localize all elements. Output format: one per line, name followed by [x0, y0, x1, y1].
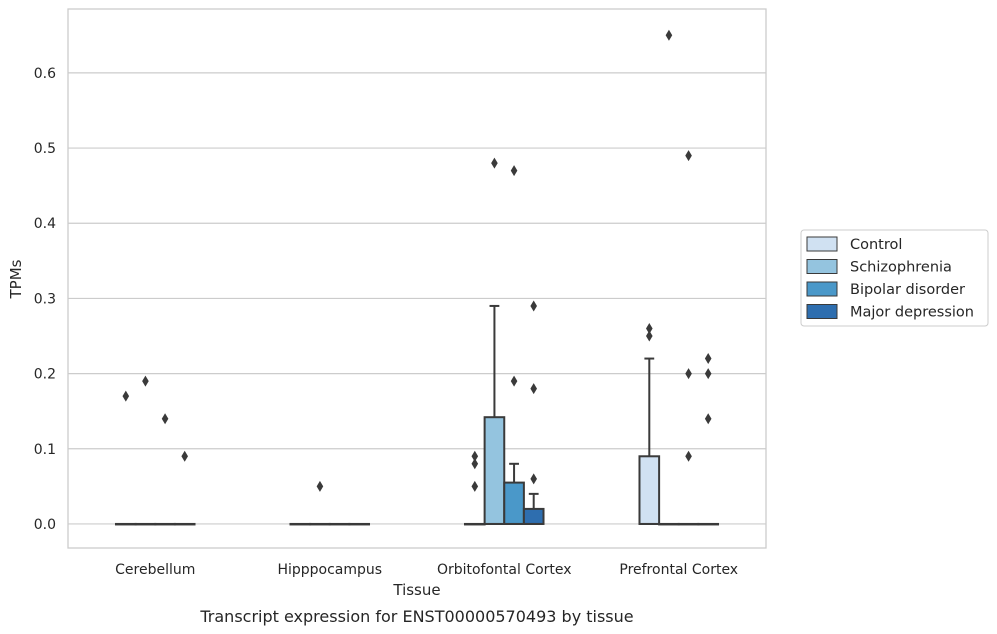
x-tick-label: Orbitofontal Cortex [437, 562, 572, 578]
outlier-point [704, 413, 712, 425]
box-control [289, 522, 312, 526]
x-tick-label: Cerebellum [115, 562, 195, 578]
plot-frame [67, 8, 767, 549]
outlier-point [161, 413, 169, 425]
y-tick-label: 0.4 [34, 216, 56, 232]
y-tick-label: 0.2 [34, 367, 56, 383]
outlier-point [646, 330, 653, 342]
outlier-point [510, 165, 518, 177]
outlier-point [510, 375, 518, 387]
box-schizophrenia [134, 522, 157, 526]
box-major-depression [697, 522, 720, 526]
outlier-point [491, 157, 498, 169]
box-bipolar-disorder [677, 522, 700, 526]
y-axis-label: TPMs [7, 259, 25, 299]
y-tick-labels: 0.0 0.1 0.2 0.3 0.4 0.5 0.6 [34, 66, 56, 533]
outlier-point [685, 150, 692, 162]
box-plots [114, 304, 720, 526]
box [483, 416, 506, 525]
outlier-point [122, 390, 130, 402]
box-major-depression [522, 492, 545, 525]
box-schizophrenia [309, 522, 331, 526]
y-tick-label: 0.6 [34, 66, 56, 82]
legend-label: Control [850, 237, 902, 253]
outlier-point [471, 480, 479, 492]
box [503, 481, 525, 525]
outlier-point [530, 473, 537, 485]
outlier-point [471, 458, 479, 470]
outlier-point [471, 450, 479, 462]
legend-swatch [806, 259, 838, 274]
outlier-point [665, 29, 673, 41]
legend: Control Schizophrenia Bipolar disorder Majo… [800, 229, 989, 327]
y-tick-label: 0.3 [34, 291, 56, 307]
legend-label: Schizophrenia [850, 260, 952, 276]
box-bipolar-disorder [154, 522, 176, 526]
outlier-point [530, 300, 537, 312]
outlier-point [646, 322, 653, 334]
legend-label: Major depression [850, 305, 974, 321]
outlier-points [122, 29, 712, 492]
legend-frame [800, 229, 989, 327]
box-bipolar-disorder [328, 522, 351, 526]
box-major-depression [173, 522, 196, 526]
legend-label: Bipolar disorder [850, 282, 965, 298]
legend-swatch [806, 304, 838, 319]
legend-swatch [806, 236, 838, 252]
outlier-point [685, 450, 692, 462]
x-tick-labels: Cerebellum Hipppocampus Orbitofontal Corte… [115, 562, 738, 578]
outlier-point [316, 480, 324, 492]
x-tick-label: Hipppocampus [277, 562, 382, 578]
x-axis-label: Tissue [392, 581, 440, 599]
x-tick-label: Prefrontal Cortex [619, 562, 738, 578]
box-control [638, 357, 661, 525]
y-tick-label: 0.0 [34, 517, 56, 533]
outlier-point [181, 450, 188, 462]
y-tick-label: 0.1 [34, 442, 56, 458]
box-control [463, 522, 486, 526]
y-tick-label: 0.5 [34, 141, 56, 157]
box-control [114, 522, 137, 526]
outlier-point [704, 353, 712, 365]
box-schizophrenia [658, 522, 680, 526]
box-bipolar-disorder [503, 462, 525, 525]
legend-swatch [806, 281, 838, 297]
box [522, 507, 545, 525]
outlier-point [530, 383, 537, 395]
outlier-point [704, 368, 712, 380]
outlier-point [142, 375, 149, 387]
outlier-point [685, 368, 692, 380]
chart-caption: Transcript expression for ENST0000057049… [199, 607, 633, 626]
box [638, 455, 661, 525]
box-major-depression [348, 522, 371, 526]
gridlines [68, 72, 766, 525]
box-schizophrenia [483, 304, 506, 525]
